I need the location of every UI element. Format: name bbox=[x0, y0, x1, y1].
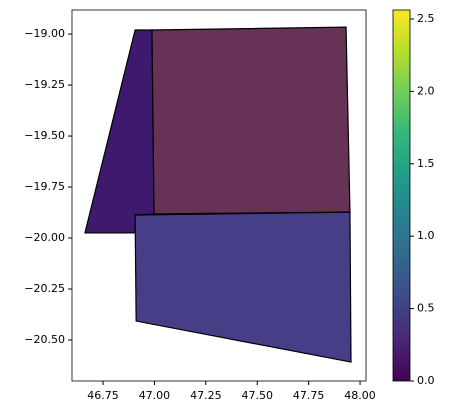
x-tick-label: 47.75 bbox=[293, 389, 325, 402]
colorbar-tick-label: 0.0 bbox=[417, 374, 435, 387]
x-tick-label: 48.00 bbox=[344, 389, 376, 402]
y-tick-label: −19.00 bbox=[24, 27, 65, 40]
y-tick-label: −20.00 bbox=[24, 231, 65, 244]
colorbar-tick-label: 1.5 bbox=[417, 157, 435, 170]
plot-frame bbox=[71, 9, 367, 382]
region bbox=[134, 211, 352, 363]
colorbar bbox=[392, 9, 411, 382]
y-tick-label: −20.50 bbox=[24, 333, 65, 346]
colorbar-tick-label: 1.0 bbox=[417, 229, 435, 242]
colorbar-tick-label: 2.0 bbox=[417, 84, 435, 97]
y-tick-label: −20.25 bbox=[24, 282, 65, 295]
x-tick-label: 47.50 bbox=[241, 389, 273, 402]
colorbar-tick-label: 0.5 bbox=[417, 302, 435, 315]
colorbar-tick-label: 2.5 bbox=[417, 12, 435, 25]
region bbox=[84, 29, 155, 234]
x-tick-label: 47.25 bbox=[190, 389, 222, 402]
x-tick-label: 46.75 bbox=[87, 389, 119, 402]
region bbox=[151, 26, 351, 215]
y-tick-label: −19.75 bbox=[24, 180, 65, 193]
x-tick-label: 47.00 bbox=[139, 389, 171, 402]
y-tick-label: −19.50 bbox=[24, 129, 65, 142]
y-tick-label: −19.25 bbox=[24, 78, 65, 91]
